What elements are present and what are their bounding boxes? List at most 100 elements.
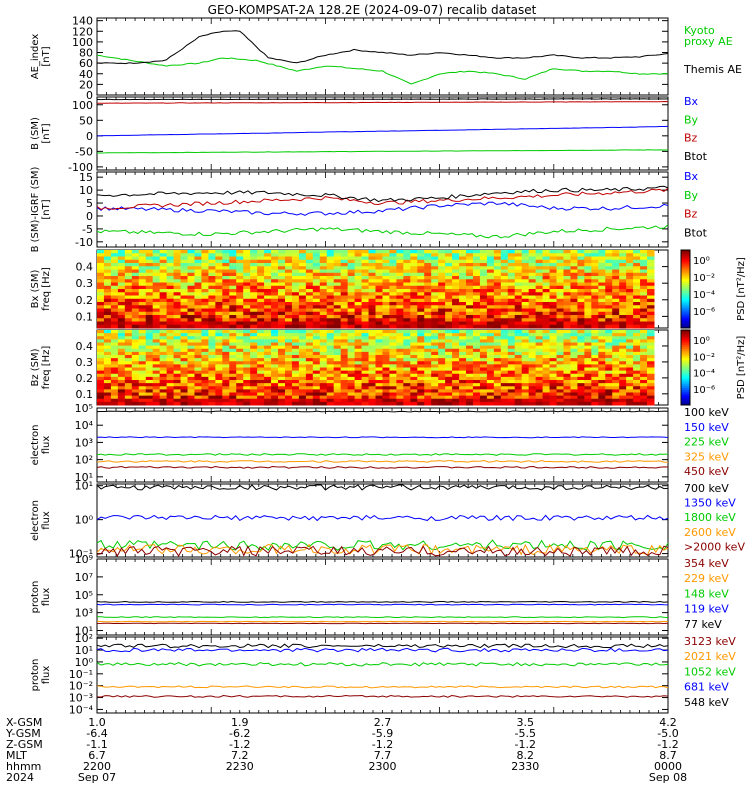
- spectrogram-cell: [486, 367, 495, 372]
- spectrogram-cell: [570, 376, 578, 381]
- spectrogram-cell: [577, 386, 585, 390]
- spectrogram-cell: [298, 276, 307, 280]
- spectrogram-cell: [180, 256, 189, 261]
- spectrogram-cell: [159, 308, 168, 313]
- spectrogram-cell: [236, 401, 244, 406]
- spectrogram-cell: [403, 250, 411, 254]
- spectrogram-cell: [382, 376, 390, 381]
- spectrogram-cell: [124, 266, 133, 270]
- spectrogram-cell: [333, 305, 342, 309]
- spectrogram-cell: [284, 392, 293, 397]
- spectrogram-cell: [257, 305, 265, 309]
- spectrogram-cell: [577, 392, 585, 397]
- spectrogram-cell: [521, 289, 530, 293]
- spectrogram-cell: [452, 263, 460, 267]
- spectrogram-cell: [271, 298, 279, 303]
- spectrogram-cell: [368, 367, 376, 372]
- spectrogram-cell: [403, 292, 411, 296]
- spectrogram-cell: [396, 282, 404, 287]
- spectrogram-cell: [180, 266, 189, 270]
- spectrogram-cell: [459, 348, 467, 353]
- spectrogram-cell: [97, 398, 105, 403]
- spectrogram-cell: [577, 256, 585, 261]
- spectrogram-cell: [612, 269, 620, 274]
- spectrogram-cell: [264, 302, 272, 306]
- spectrogram-cell: [452, 311, 460, 316]
- spectrogram-cell: [438, 285, 446, 290]
- spectrogram-cell: [298, 315, 307, 319]
- spectrogram-cell: [152, 259, 161, 264]
- spectrogram-cell: [222, 311, 230, 316]
- spectrogram-cell: [438, 263, 446, 267]
- spectrogram-cell: [305, 308, 314, 313]
- spectrogram-cell: [257, 383, 265, 387]
- spectrogram-cell: [117, 276, 126, 280]
- spectrogram-cell: [382, 342, 390, 347]
- spectrogram-cell: [584, 256, 592, 261]
- spectrogram-cell: [556, 266, 564, 270]
- colorbar-tick-label: 10⁻⁶: [693, 307, 715, 318]
- spectrogram-cell: [229, 272, 237, 277]
- spectrogram-cell: [284, 259, 293, 264]
- spectrogram-cell: [180, 330, 189, 334]
- spectrogram-cell: [507, 308, 516, 313]
- spectrogram-cell: [110, 318, 119, 322]
- spectrogram-cell: [326, 395, 335, 400]
- spectrogram-cell: [215, 339, 223, 343]
- spectrogram-cell: [424, 276, 432, 280]
- colorbar-segment: [681, 269, 690, 272]
- spectrogram-cell: [452, 364, 460, 368]
- spectrogram-cell: [271, 308, 279, 313]
- spectrogram-cell: [486, 389, 495, 393]
- spectrogram-cell: [257, 333, 265, 337]
- spectrogram-cell: [424, 289, 432, 293]
- spectrogram-cell: [640, 302, 648, 306]
- spectrogram-cell: [152, 253, 161, 257]
- spectrogram-cell: [431, 345, 439, 350]
- spectrogram-cell: [298, 330, 307, 334]
- spectrogram-cell: [396, 373, 404, 378]
- spectrogram-cell: [577, 263, 585, 267]
- spectrogram-cell: [103, 358, 112, 362]
- y-tick-label: 60: [79, 57, 93, 70]
- spectrogram-cell: [403, 333, 411, 337]
- spectrogram-cell: [229, 269, 237, 274]
- spectrogram-cell: [368, 324, 376, 329]
- spectrogram-cell: [187, 302, 195, 306]
- spectrogram-cell: [124, 279, 133, 283]
- spectrogram-cell: [514, 364, 523, 368]
- spectrogram-cell: [110, 395, 119, 400]
- colorbar-segment: [681, 304, 690, 308]
- spectrogram-cell: [640, 318, 648, 322]
- spectrogram-cell: [542, 256, 551, 261]
- spectrogram-cell: [257, 361, 265, 365]
- spectrogram-cell: [326, 250, 335, 254]
- spectrogram-cell: [354, 269, 363, 274]
- spectrogram-cell: [284, 345, 293, 350]
- spectrogram-cell: [264, 285, 272, 290]
- spectrogram-cell: [117, 256, 126, 261]
- spectrogram-cell: [110, 361, 119, 365]
- spectrogram-cell: [500, 395, 509, 400]
- spectrogram-cell: [640, 395, 648, 400]
- spectrogram-cell: [472, 376, 481, 381]
- spectrogram-cell: [257, 364, 265, 368]
- spectrogram-cell: [243, 250, 251, 254]
- spectrogram-cell: [445, 342, 453, 347]
- spectrogram-cell: [570, 333, 578, 337]
- spectrogram-cell: [180, 259, 189, 264]
- spectrogram-cell: [514, 285, 523, 290]
- spectrogram-cell: [417, 308, 425, 313]
- spectrogram-cell: [271, 383, 279, 387]
- spectrogram-cell: [591, 292, 599, 296]
- spectrogram-cell: [507, 383, 516, 387]
- spectrogram-cell: [549, 289, 558, 293]
- spectrogram-cell: [563, 401, 571, 406]
- spectrogram-cell: [584, 269, 592, 274]
- spectrogram-cell: [640, 361, 648, 365]
- spectrogram-cell: [236, 330, 244, 334]
- spectrogram-cell: [257, 345, 265, 350]
- spectrogram-cell: [570, 370, 578, 375]
- spectrogram-cell: [291, 253, 300, 257]
- spectrogram-cell: [278, 333, 286, 337]
